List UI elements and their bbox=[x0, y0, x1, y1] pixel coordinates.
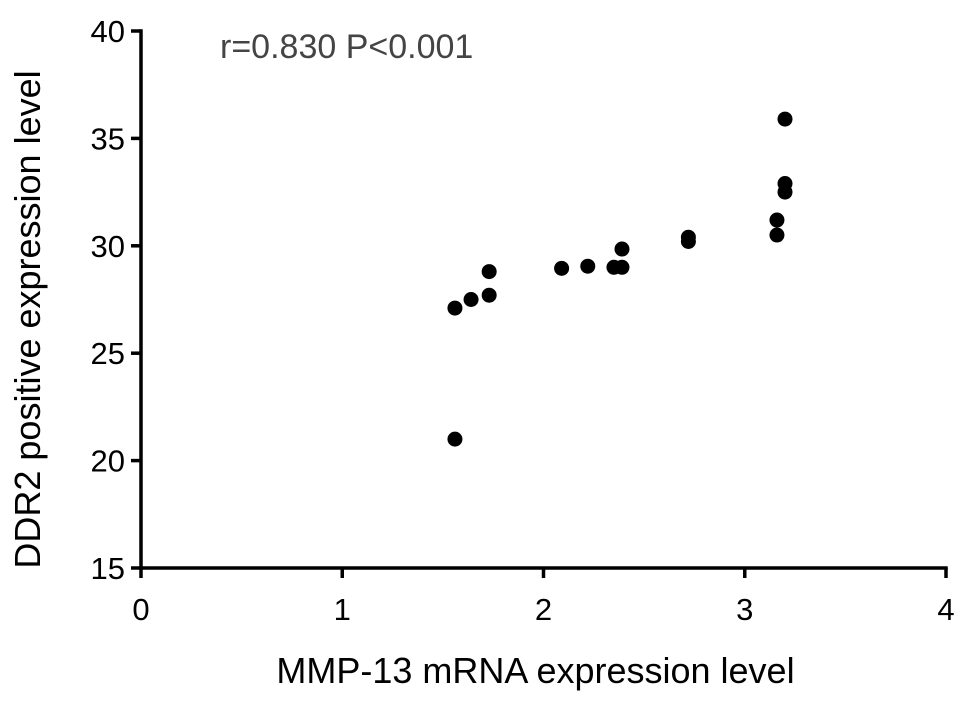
y-axis-title: DDR2 positive expression level bbox=[7, 70, 48, 568]
data-point bbox=[463, 292, 479, 307]
data-point bbox=[614, 259, 630, 275]
correlation-annotation: r=0.830 P<0.001 bbox=[220, 28, 473, 66]
data-point bbox=[447, 300, 463, 316]
x-axis-title: MMP-13 mRNA expression level bbox=[276, 650, 794, 691]
x-tick-label: 1 bbox=[334, 592, 351, 627]
y-tick-label: 35 bbox=[91, 121, 125, 156]
y-tick-label: 30 bbox=[91, 229, 125, 264]
data-point bbox=[580, 258, 596, 274]
data-point bbox=[777, 176, 793, 192]
ticks: 0 1 2 3 4 15 20 25 30 35 40 bbox=[91, 14, 955, 627]
data-point bbox=[481, 287, 497, 303]
x-tick-label: 3 bbox=[736, 592, 753, 627]
data-point bbox=[680, 229, 696, 245]
y-tick-label: 20 bbox=[91, 444, 125, 479]
data-point bbox=[777, 111, 793, 127]
data-point bbox=[769, 212, 785, 228]
y-tick-label: 40 bbox=[91, 14, 125, 49]
data-point bbox=[447, 431, 463, 447]
data-point bbox=[614, 241, 630, 257]
y-tick-label: 15 bbox=[91, 551, 125, 586]
x-tick-label: 4 bbox=[937, 592, 954, 627]
data-point bbox=[554, 260, 570, 276]
data-point bbox=[769, 227, 785, 243]
axes bbox=[139, 29, 948, 570]
x-tick-label: 0 bbox=[132, 592, 149, 627]
data-point bbox=[481, 264, 497, 280]
data-points bbox=[447, 111, 793, 447]
y-tick-label: 25 bbox=[91, 336, 125, 371]
x-tick-label: 2 bbox=[535, 592, 552, 627]
